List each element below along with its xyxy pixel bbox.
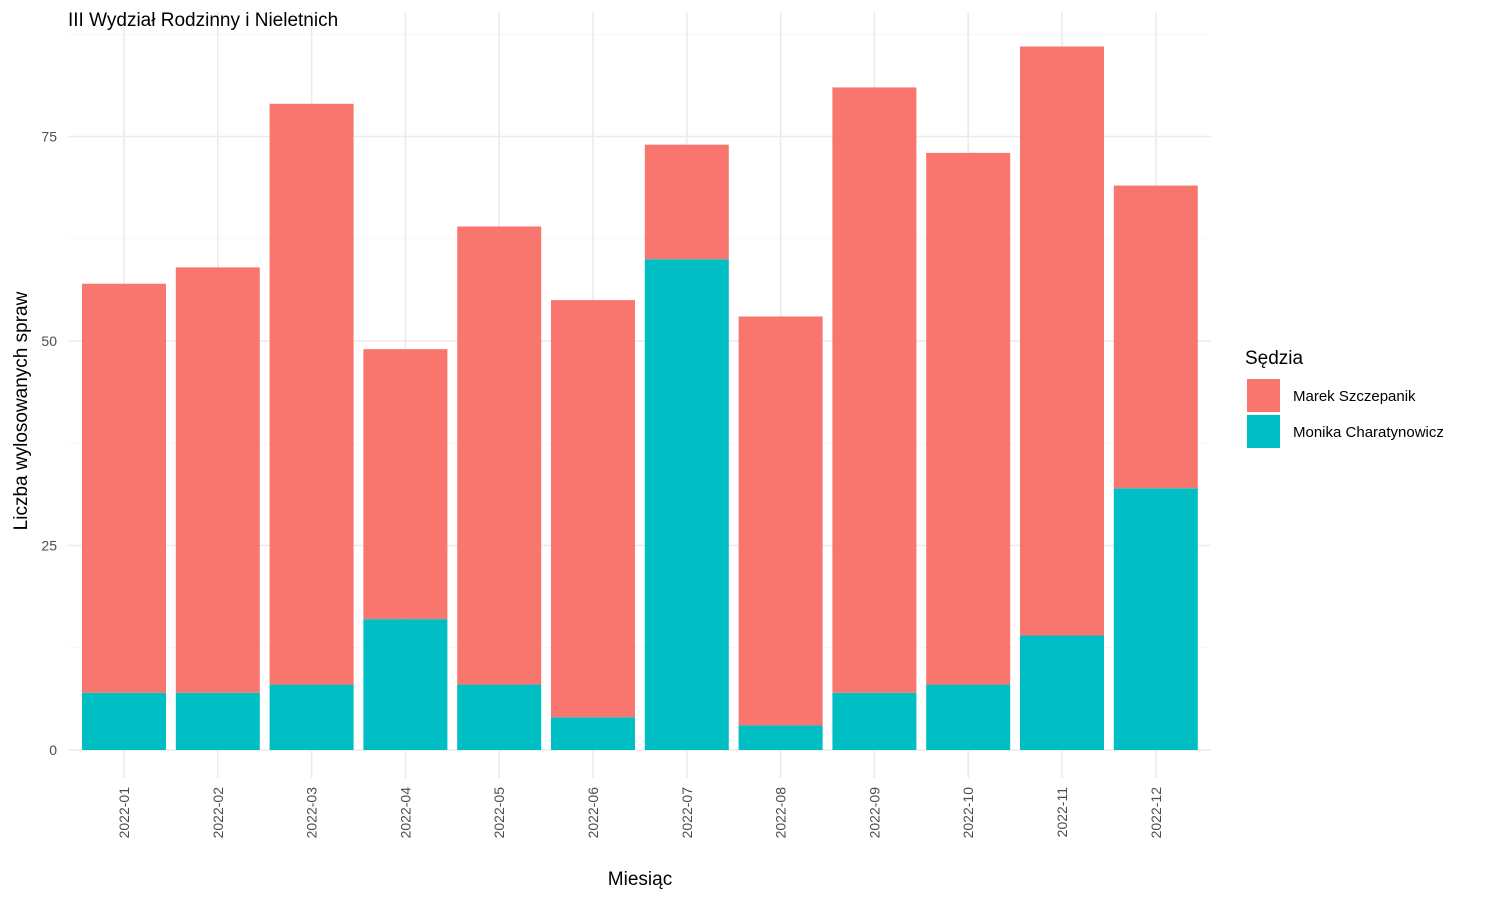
legend-swatch: [1247, 379, 1280, 412]
x-tick-label: 2022-03: [304, 787, 320, 839]
bar-marek-szczepanik-2022-01: [82, 283, 166, 693]
y-tick-label: 75: [41, 129, 57, 145]
y-axis-title: Liczba wylosowanych spraw: [11, 291, 32, 530]
bar-monika-charatynowicz-2022-12: [1113, 488, 1198, 750]
bar-marek-szczepanik-2022-07: [644, 144, 729, 260]
x-tick-label: 2022-11: [1054, 787, 1070, 838]
y-tick-label: 25: [41, 538, 57, 554]
bar-marek-szczepanik-2022-02: [175, 267, 260, 693]
x-tick-label: 2022-05: [491, 787, 507, 839]
bars-layer: [82, 46, 1198, 750]
x-tick-label: 2022-04: [397, 787, 413, 839]
bar-marek-szczepanik-2022-04: [363, 349, 448, 620]
legend-entries: Marek Szczepanik Monika Charatynowicz: [1247, 379, 1444, 448]
legend-label: Monika Charatynowicz: [1293, 424, 1444, 441]
bar-monika-charatynowicz-2022-02: [175, 692, 260, 750]
bar-monika-charatynowicz-2022-07: [644, 259, 729, 750]
bar-marek-szczepanik-2022-11: [1020, 46, 1104, 636]
bar-monika-charatynowicz-2022-08: [738, 725, 823, 750]
x-tick-label: 2022-08: [773, 787, 789, 839]
x-axis-title: Miesiąc: [608, 869, 672, 890]
bar-monika-charatynowicz-2022-03: [269, 684, 354, 750]
bar-monika-charatynowicz-2022-11: [1020, 635, 1104, 750]
bar-marek-szczepanik-2022-03: [269, 103, 354, 685]
y-tick-label: 50: [41, 333, 57, 349]
bar-marek-szczepanik-2022-05: [457, 226, 542, 685]
x-tick-label: 2022-01: [116, 787, 132, 839]
bar-monika-charatynowicz-2022-06: [551, 717, 635, 750]
legend-swatch: [1247, 415, 1280, 448]
legend: Sędzia Marek Szczepanik Monika Charatynow…: [1245, 348, 1444, 448]
x-tick-label: 2022-07: [679, 787, 695, 839]
bar-marek-szczepanik-2022-10: [926, 152, 1011, 685]
bar-monika-charatynowicz-2022-05: [457, 684, 542, 750]
bar-marek-szczepanik-2022-06: [551, 300, 635, 718]
x-tick-label: 2022-06: [585, 787, 601, 839]
chart-title: III Wydział Rodzinny i Nieletnich: [68, 10, 338, 31]
legend-label: Marek Szczepanik: [1293, 388, 1416, 405]
y-tick-label: 0: [49, 742, 57, 758]
bar-marek-szczepanik-2022-12: [1113, 185, 1198, 489]
bar-monika-charatynowicz-2022-10: [926, 684, 1011, 750]
bar-monika-charatynowicz-2022-01: [82, 692, 166, 750]
x-tick-label: 2022-09: [866, 787, 882, 839]
bar-marek-szczepanik-2022-09: [832, 87, 917, 693]
y-axis-ticks: 0 25 50 75: [41, 129, 57, 759]
bar-monika-charatynowicz-2022-04: [363, 619, 448, 750]
bar-marek-szczepanik-2022-08: [738, 316, 823, 726]
x-axis-ticks: 2022-01 2022-02 2022-03 2022-04 2022-05 2022-…: [116, 787, 1164, 839]
x-tick-label: 2022-12: [1148, 787, 1164, 839]
legend-title: Sędzia: [1245, 348, 1304, 369]
bar-monika-charatynowicz-2022-09: [832, 692, 917, 750]
x-tick-label: 2022-10: [960, 787, 976, 839]
x-tick-label: 2022-02: [210, 787, 226, 839]
